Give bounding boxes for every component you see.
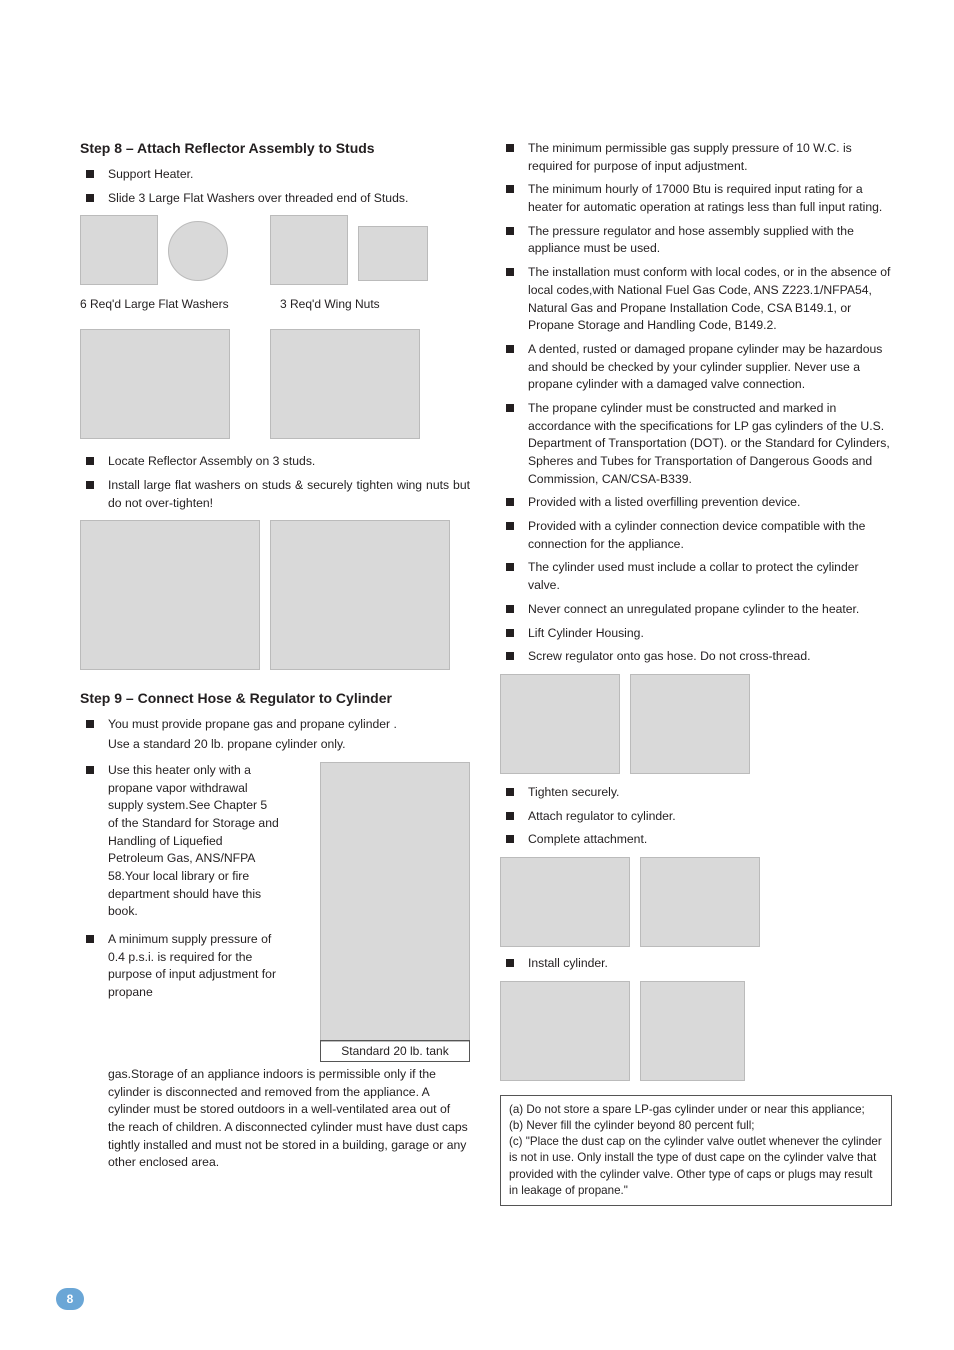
two-column-layout: Step 8 – Attach Reflector Assembly to St… xyxy=(80,140,894,1206)
regulator-images-1 xyxy=(500,674,892,774)
list-item: Screw regulator onto gas hose. Do not cr… xyxy=(500,648,892,666)
list-item: Slide 3 Large Flat Washers over threaded… xyxy=(80,190,470,208)
list-item: The minimum hourly of 17000 Btu is requi… xyxy=(500,181,892,216)
right-list-3: Install cylinder. xyxy=(500,955,892,973)
left-column: Step 8 – Attach Reflector Assembly to St… xyxy=(80,140,470,1206)
list-item: Complete attachment. xyxy=(500,831,892,849)
list-item: The installation must conform with local… xyxy=(500,264,892,335)
list-item: Support Heater. xyxy=(80,166,470,184)
wingnut-image-2 xyxy=(358,226,428,281)
list-item: You must provide propane gas and propane… xyxy=(80,716,470,753)
stud-image-1 xyxy=(80,329,230,439)
washer-image-2 xyxy=(168,221,228,281)
warn-a: (a) Do not store a spare LP-gas cylinder… xyxy=(509,1102,883,1118)
regulator-image-2 xyxy=(630,674,750,774)
list-item: A minimum supply pressure of 0.4 p.s.i. … xyxy=(80,931,280,1002)
caption-row: 6 Req'd Large Flat Washers 3 Req'd Wing … xyxy=(80,293,470,319)
regulator-image-1 xyxy=(500,674,620,774)
list-item: Install cylinder. xyxy=(500,955,892,973)
washer-image-1 xyxy=(80,215,158,285)
list-item: A dented, rusted or damaged propane cyli… xyxy=(500,341,892,394)
list-item: Install large flat washers on studs & se… xyxy=(80,477,470,512)
list-item: Lift Cylinder Housing. xyxy=(500,625,892,643)
step9-list-2: Use this heater only with a propane vapo… xyxy=(80,762,280,1002)
reflector-image-1 xyxy=(80,520,260,670)
list-item: The minimum permissible gas supply press… xyxy=(500,140,892,175)
attach-image-1 xyxy=(500,857,630,947)
list-item: Provided with a cylinder connection devi… xyxy=(500,518,892,553)
warning-box: (a) Do not store a spare LP-gas cylinder… xyxy=(500,1095,892,1206)
right-column: The minimum permissible gas supply press… xyxy=(500,140,892,1206)
step8-list-mid: Locate Reflector Assembly on 3 studs. In… xyxy=(80,453,470,512)
step9-title: Step 9 – Connect Hose & Regulator to Cyl… xyxy=(80,690,470,706)
install-image-1 xyxy=(500,981,630,1081)
list-item: The propane cylinder must be constructed… xyxy=(500,400,892,488)
step8-list-top: Support Heater. Slide 3 Large Flat Washe… xyxy=(80,166,470,207)
list-item: The pressure regulator and hose assembly… xyxy=(500,223,892,258)
right-list-1: The minimum permissible gas supply press… xyxy=(500,140,892,666)
wingnut-image-1 xyxy=(270,215,348,285)
stud-images xyxy=(80,329,470,439)
tank-caption-wrap: Standard 20 lb. tank xyxy=(320,1040,470,1062)
list-item: Provided with a listed overfilling preve… xyxy=(500,494,892,512)
text: Use a standard 20 lb. propane cylinder o… xyxy=(108,736,470,754)
warn-c: (c) "Place the dust cap on the cylinder … xyxy=(509,1134,883,1199)
list-item: The cylinder used must include a collar … xyxy=(500,559,892,594)
list-item: Attach regulator to cylinder. xyxy=(500,808,892,826)
reflector-image-2 xyxy=(270,520,450,670)
page: Step 8 – Attach Reflector Assembly to St… xyxy=(0,0,954,1350)
tank-text-col: Use this heater only with a propane vapo… xyxy=(80,762,280,1002)
reflector-images xyxy=(80,520,470,670)
install-image-2 xyxy=(640,981,745,1081)
attach-images xyxy=(500,857,892,947)
step9-list: You must provide propane gas and propane… xyxy=(80,716,470,753)
attach-image-2 xyxy=(640,857,760,947)
tank-caption: Standard 20 lb. tank xyxy=(320,1040,470,1062)
stud-image-2 xyxy=(270,329,420,439)
washer-nut-images xyxy=(80,215,470,285)
right-list-2: Tighten securely. Attach regulator to cy… xyxy=(500,784,892,849)
list-item: Tighten securely. xyxy=(500,784,892,802)
text: You must provide propane gas and propane… xyxy=(108,717,397,731)
washer-caption: 6 Req'd Large Flat Washers xyxy=(80,297,280,311)
step8-title: Step 8 – Attach Reflector Assembly to St… xyxy=(80,140,470,156)
warn-b: (b) Never fill the cylinder beyond 80 pe… xyxy=(509,1118,883,1134)
propane-tank-image xyxy=(320,762,470,1042)
list-item: Never connect an unregulated propane cyl… xyxy=(500,601,892,619)
step9-continuation: gas.Storage of an appliance indoors is p… xyxy=(80,1066,470,1172)
list-item: Locate Reflector Assembly on 3 studs. xyxy=(80,453,470,471)
wingnut-caption: 3 Req'd Wing Nuts xyxy=(280,297,380,311)
list-item: Use this heater only with a propane vapo… xyxy=(80,762,280,921)
page-number: 8 xyxy=(56,1288,84,1310)
tank-section: Use this heater only with a propane vapo… xyxy=(80,762,470,1062)
install-images xyxy=(500,981,892,1081)
